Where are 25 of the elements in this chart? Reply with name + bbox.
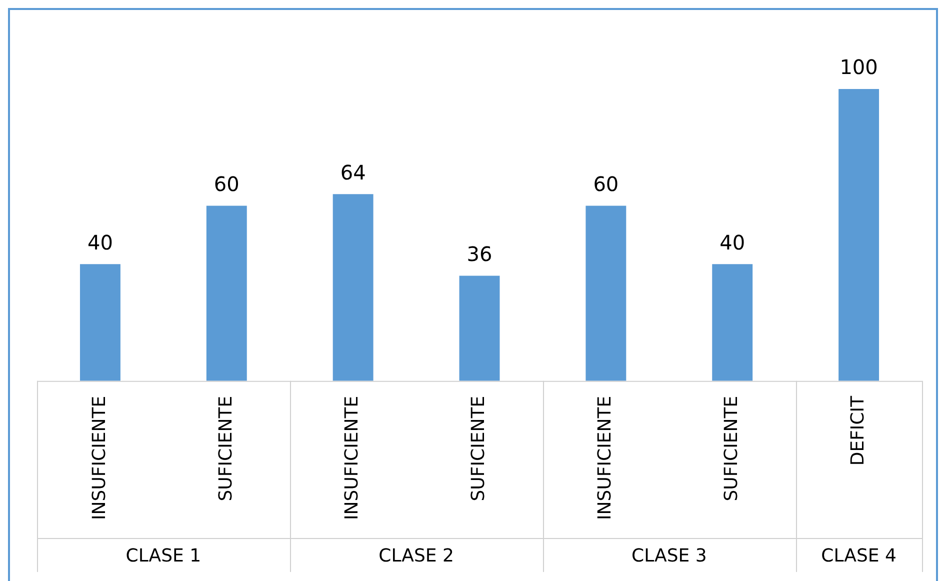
data-label: 60 — [214, 172, 240, 196]
bar — [80, 264, 120, 381]
data-label: 40 — [87, 230, 113, 254]
x-tick-label: INSUFICIENTE — [88, 396, 110, 520]
text: CLASE 3 — [631, 546, 707, 567]
text: CLASE 1 — [126, 546, 202, 567]
x-tick-label: SUFICIENTE — [721, 396, 742, 502]
x-tick-label: DEFICIT — [847, 394, 868, 466]
data-label: 100 — [840, 55, 878, 80]
bar — [586, 206, 626, 381]
bar — [459, 276, 500, 381]
text: CLASE 2 — [378, 546, 454, 567]
x-tick-label: INSUFICIENTE — [342, 396, 363, 520]
data-label: 64 — [340, 160, 366, 184]
data-label: 40 — [720, 230, 746, 254]
data-label: 60 — [593, 172, 619, 196]
x-tick-label: SUFICIENTE — [215, 396, 236, 502]
text: CLASE 4 — [821, 546, 896, 567]
data-label: 36 — [466, 242, 492, 266]
x-tick-label: SUFICIENTE — [468, 396, 490, 502]
bar — [332, 194, 374, 381]
bar — [712, 264, 753, 381]
bar — [838, 89, 880, 381]
x-tick-label: INSUFICIENTE — [594, 396, 616, 520]
bar — [206, 206, 247, 381]
